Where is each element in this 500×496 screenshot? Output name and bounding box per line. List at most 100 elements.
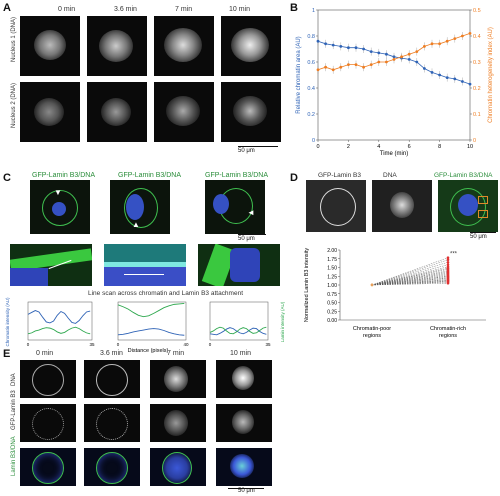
data-point-0	[461, 80, 464, 83]
micrograph	[20, 360, 76, 398]
lamin-line	[27, 326, 91, 335]
data-point-1	[415, 50, 419, 53]
data-point-rich	[446, 260, 450, 264]
panel-c-header: GFP-Lamin B3/DNA	[205, 172, 269, 179]
y-tick-label: 1.50	[327, 266, 337, 272]
data-point-1	[407, 52, 411, 56]
data-point-0	[453, 77, 457, 81]
time-label: 3.6 min	[100, 350, 123, 357]
micrograph: ◄	[205, 180, 265, 234]
data-point-0	[369, 50, 373, 53]
y2-axis-label: Chromatin heterogeneity index (AU)	[488, 27, 494, 123]
micrograph	[306, 180, 366, 232]
micrograph	[20, 16, 80, 76]
data-point-0	[438, 73, 441, 77]
subplot-frame	[27, 301, 93, 341]
row-label: Nucleus 1 (DNA)	[11, 16, 17, 62]
data-point-1	[331, 68, 335, 72]
data-point-1	[438, 42, 441, 46]
micrograph: ▼	[30, 180, 90, 234]
row-label: Nucleus 2 (DNA)	[11, 82, 17, 128]
y-tick-label: 2.00	[327, 248, 337, 254]
x-tick-label: 0	[209, 342, 212, 347]
data-point-0	[385, 52, 388, 56]
pair-line	[371, 264, 449, 286]
x-tick-label: 4	[377, 144, 380, 150]
y-tick-label: 0.4	[307, 86, 315, 92]
y-tick-label: 0	[312, 138, 315, 144]
category-label: regions	[363, 333, 381, 339]
x-tick-label: 8	[438, 144, 441, 150]
micrograph	[438, 180, 498, 232]
data-point-0	[331, 43, 335, 47]
y-tick-label: 0.8	[307, 34, 315, 40]
data-point-0	[407, 58, 411, 61]
lamin-line	[117, 302, 185, 318]
row-label: GFP-Lamin B3	[11, 390, 17, 430]
y2-tick-label: 0	[473, 138, 476, 144]
micrograph	[216, 448, 272, 486]
category-label: Chromatin-rich	[430, 326, 466, 332]
time-label: 7 min	[167, 350, 185, 357]
category-label: Chromatin-poor	[353, 326, 391, 332]
data-point-0	[430, 71, 434, 74]
y-axis-label: Relative chromatin area (AU)	[296, 36, 302, 113]
micrograph	[150, 404, 206, 442]
data-point-0	[354, 46, 358, 50]
panel-c-linescans: 0 35 0 40 0 35 Distance (pixels) Chromatin inte…	[5, 297, 285, 354]
time-label: 10 min	[230, 350, 252, 357]
y2-tick-label: 0.2	[473, 86, 481, 92]
data-point-0	[445, 76, 449, 79]
micrograph: ▲	[110, 180, 170, 234]
panel-e-label: E	[3, 348, 11, 360]
y2-tick-label: 0.3	[473, 60, 481, 66]
data-point-1	[369, 63, 373, 66]
micrograph	[20, 82, 80, 142]
pair-line	[371, 259, 449, 286]
time-label: 0 min	[36, 350, 54, 357]
x-tick-label: 2	[347, 144, 350, 150]
time-label: 0 min	[58, 6, 76, 13]
y-tick-label: 1.00	[327, 283, 337, 289]
data-point-1	[468, 32, 472, 35]
scale-bar	[470, 232, 496, 233]
micrograph	[216, 360, 272, 398]
panel-c-header: GFP-Lamin B3/DNA	[118, 172, 182, 179]
micrograph	[87, 16, 147, 76]
y-tick-label: 0.2	[307, 112, 315, 118]
data-point-0	[324, 42, 327, 46]
y-tick-label: 0.00	[327, 318, 337, 324]
x-axis-label: Time (min)	[380, 151, 408, 157]
subplot-frame	[117, 301, 187, 341]
scale-bar-label: 50 μm	[238, 148, 255, 154]
y2-tick-label: 0.1	[473, 112, 481, 118]
chromatin-line	[209, 327, 267, 336]
panel-d-header: GFP-Lamin B3	[318, 172, 361, 179]
scale-bar-label: 50 μm	[238, 236, 255, 242]
data-point-1	[453, 37, 457, 40]
row-label: DNA	[11, 373, 17, 386]
data-point-1	[362, 65, 365, 69]
panel-d-label: D	[290, 172, 298, 184]
x-tick-label: 0	[316, 144, 319, 150]
chromatin-line	[27, 310, 91, 324]
micrograph	[150, 448, 206, 486]
pair-line	[371, 266, 449, 286]
y-tick-label: 0.50	[327, 301, 337, 307]
category-label: regions	[439, 333, 457, 339]
micrograph	[87, 82, 147, 142]
scale-bar-label: 50 μm	[470, 234, 487, 240]
data-point-1	[354, 63, 358, 66]
y-tick-label: 1.75	[327, 257, 337, 263]
data-point-0	[468, 82, 472, 86]
micrograph	[154, 82, 214, 142]
time-label: 10 min	[229, 6, 251, 13]
micrograph	[20, 404, 76, 442]
data-point-rich	[446, 281, 450, 285]
x-tick-label: 35	[265, 342, 271, 347]
y-tick-label: 0.6	[307, 60, 315, 66]
y-tick-label: 1	[312, 8, 315, 14]
data-point-1	[324, 65, 327, 69]
data-point-0	[377, 51, 381, 55]
